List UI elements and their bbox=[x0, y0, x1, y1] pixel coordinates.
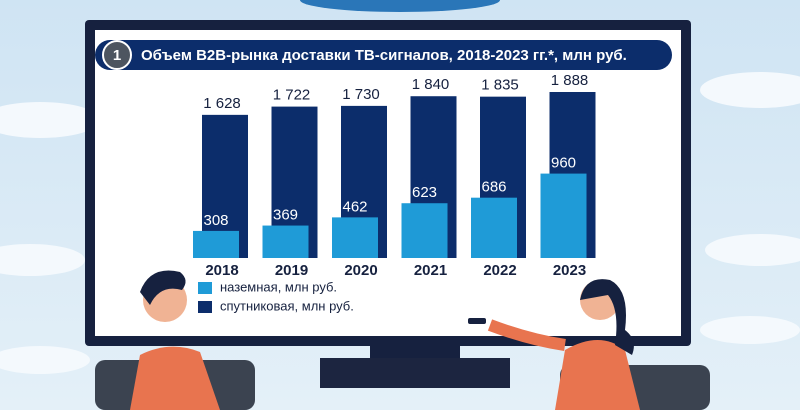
value-label: 1 722 bbox=[273, 87, 311, 104]
tv-stand bbox=[320, 358, 510, 388]
title-bar bbox=[95, 40, 672, 70]
value-label: 1 888 bbox=[551, 72, 589, 89]
x-tick-label: 2020 bbox=[344, 262, 377, 279]
value-label: 623 bbox=[412, 184, 437, 201]
value-label: 1 628 bbox=[203, 95, 241, 112]
bar bbox=[540, 173, 587, 258]
legend-swatch bbox=[198, 282, 212, 294]
value-label: 369 bbox=[273, 207, 298, 224]
bar bbox=[193, 230, 239, 258]
value-label: 1 840 bbox=[412, 76, 450, 93]
viewers bbox=[95, 270, 710, 410]
bar bbox=[262, 225, 309, 258]
x-tick-label: 2019 bbox=[275, 262, 308, 279]
x-tick-label: 2021 bbox=[414, 262, 447, 279]
badge-number: 1 bbox=[113, 47, 121, 64]
x-tick-label: 2018 bbox=[205, 262, 238, 279]
clouds bbox=[0, 72, 800, 374]
value-label: 462 bbox=[342, 198, 367, 215]
legend-label: наземная, млн руб. bbox=[220, 279, 337, 294]
legend-label: спутниковая, млн руб. bbox=[220, 298, 354, 313]
badge bbox=[102, 40, 132, 70]
value-label: 308 bbox=[203, 212, 228, 229]
bar bbox=[471, 197, 517, 258]
value-label: 1 835 bbox=[481, 77, 519, 94]
legend-swatch bbox=[198, 301, 212, 313]
tv-neck bbox=[370, 346, 460, 360]
x-tick-label: 2022 bbox=[483, 262, 516, 279]
top-decoration bbox=[300, 0, 500, 12]
bar bbox=[332, 217, 378, 258]
chart-title: Объем B2B-рынка доставки ТВ-сигналов, 20… bbox=[141, 47, 627, 64]
value-label: 960 bbox=[551, 155, 576, 172]
bar bbox=[401, 203, 448, 258]
x-tick-label: 2023 bbox=[553, 262, 586, 279]
value-label: 1 730 bbox=[342, 86, 380, 103]
value-label: 686 bbox=[481, 179, 506, 196]
